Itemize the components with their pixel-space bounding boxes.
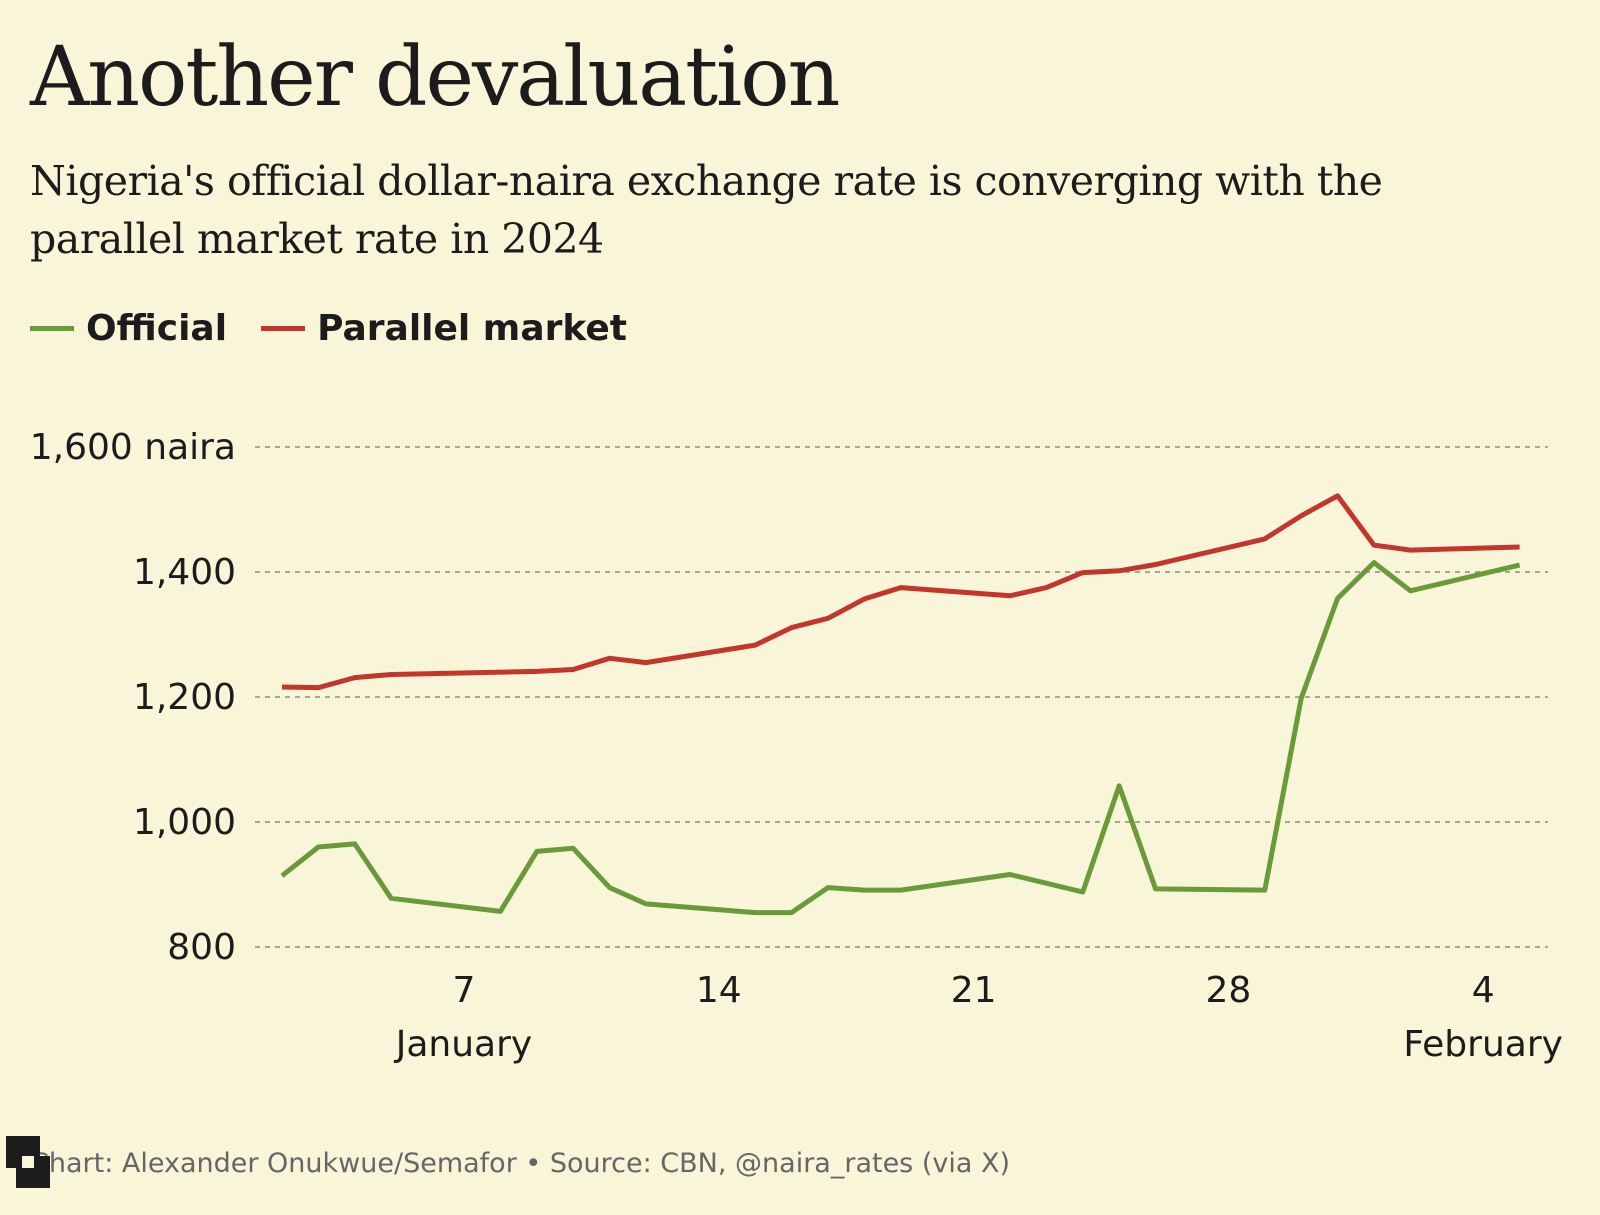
x-tick-label: 7 (453, 970, 476, 1011)
x-tick-month-label: February (1403, 1024, 1563, 1065)
x-tick-label: 4 (1472, 970, 1495, 1011)
semafor-logo-icon (6, 1136, 50, 1188)
legend-item-parallel: Parallel market (261, 308, 627, 349)
x-tick-label: 21 (951, 970, 997, 1011)
series-line-official (280, 560, 1521, 916)
y-tick-label: 800 (167, 927, 236, 968)
legend: Official Parallel market (30, 308, 627, 349)
series-line-parallel-market (281, 493, 1520, 691)
source-credit: Chart: Alexander Onukwue/Semafor • Sourc… (30, 1148, 1011, 1179)
legend-swatch-parallel (261, 326, 306, 331)
x-tick-label: 28 (1205, 970, 1251, 1011)
legend-item-official: Official (30, 308, 227, 349)
y-tick-label: 1,400 (133, 552, 236, 593)
x-tick-month-label: January (394, 1024, 532, 1065)
legend-label-official: Official (86, 308, 228, 349)
y-tick-label: 1,600 naira (30, 427, 236, 468)
chart-subtitle: Nigeria's official dollar-naira exchange… (30, 157, 1383, 263)
y-tick-label: 1,000 (133, 802, 236, 843)
y-tick-label: 1,200 (133, 677, 236, 718)
legend-swatch-official (30, 326, 74, 331)
chart-title: Another devaluation (30, 30, 840, 125)
x-tick-label: 14 (696, 970, 742, 1011)
legend-label-parallel: Parallel market (317, 308, 627, 349)
